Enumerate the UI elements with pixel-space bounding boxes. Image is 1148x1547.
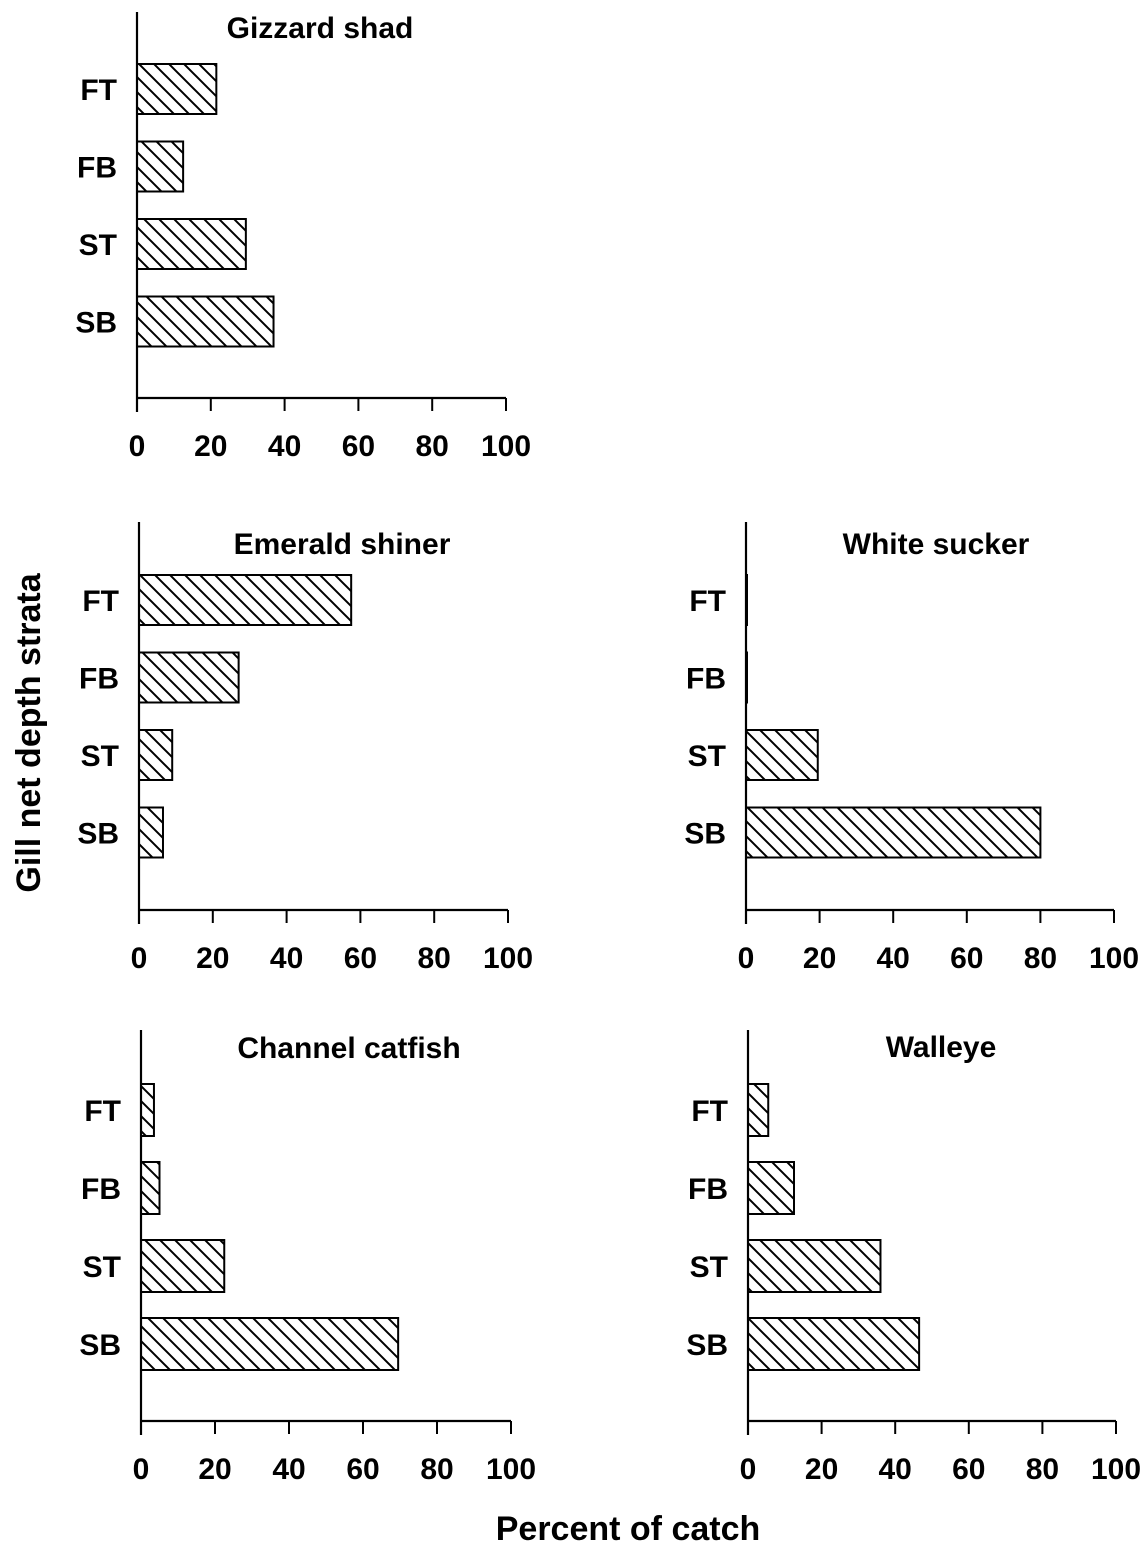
bar-ft — [140, 1083, 155, 1137]
x-tick-label: 80 — [416, 430, 449, 463]
panel-title: Gizzard shad — [227, 12, 414, 45]
panel-title: White sucker — [843, 528, 1030, 561]
category-label: SB — [79, 1329, 121, 1362]
category-label: SB — [77, 818, 119, 851]
panel-emerald-shiner: Emerald shiner FT FB ST SB 0 20 40 60 80 100 — [77, 522, 533, 975]
bar-ft — [136, 63, 218, 115]
panel-title: Walleye — [886, 1031, 997, 1064]
bar-ft — [747, 1083, 770, 1137]
bar-st — [747, 1239, 882, 1293]
x-tick-label: 0 — [129, 430, 146, 463]
x-tick-label: 40 — [268, 430, 301, 463]
bar-fb — [140, 1161, 161, 1215]
category-label: ST — [688, 740, 726, 773]
bar-sb — [140, 1317, 400, 1371]
x-tick-label: 100 — [483, 942, 533, 975]
x-tick-label: 40 — [877, 942, 910, 975]
x-tick-label: 0 — [131, 942, 148, 975]
bar-fb — [138, 651, 240, 704]
x-tick-label: 80 — [1026, 1453, 1059, 1486]
panel-gizzard-shad: Gizzard shad FT FB ST SB 0 20 40 60 80 100 — [75, 12, 531, 463]
bar-st — [138, 729, 174, 781]
bar-sb — [136, 295, 275, 348]
bar-sb — [745, 806, 1042, 859]
x-tick-label: 80 — [418, 942, 451, 975]
panel-white-sucker: White sucker FT FB ST SB 0 20 40 60 80 100 — [684, 522, 1139, 975]
x-tick-label: 100 — [486, 1453, 536, 1486]
x-tick-label: 100 — [481, 430, 531, 463]
category-label: FT — [84, 1095, 121, 1128]
x-tick-label: 60 — [346, 1453, 379, 1486]
category-label: FT — [689, 585, 726, 618]
bar-ft — [138, 574, 353, 626]
category-label: FB — [79, 663, 119, 696]
bar-st — [136, 218, 247, 270]
x-tick-label: 60 — [950, 942, 983, 975]
category-label: SB — [686, 1329, 728, 1362]
bar-fb — [747, 1161, 795, 1215]
category-label: FT — [691, 1095, 728, 1128]
x-tick-label: 100 — [1091, 1453, 1141, 1486]
x-tick-label: 0 — [738, 942, 755, 975]
category-label: FT — [82, 585, 119, 618]
panel-title: Emerald shiner — [234, 528, 451, 561]
panel-channel-catfish: Channel catfish FT FB ST SB 0 20 40 60 80 100 — [79, 1030, 536, 1486]
x-tick-label: 60 — [344, 942, 377, 975]
x-tick-label: 60 — [952, 1453, 985, 1486]
category-label: FB — [688, 1173, 728, 1206]
x-tick-label: 0 — [740, 1453, 757, 1486]
category-label: SB — [684, 818, 726, 851]
x-tick-label: 20 — [196, 942, 229, 975]
bar-sb — [138, 806, 164, 859]
category-label: ST — [79, 229, 117, 262]
x-axis-title: Percent of catch — [496, 1510, 761, 1547]
x-tick-label: 40 — [879, 1453, 912, 1486]
panel-walleye: Walleye FT FB ST SB 0 20 40 60 80 100 — [686, 1030, 1141, 1486]
bar-st — [745, 729, 819, 781]
bar-fb — [136, 140, 185, 193]
x-tick-label: 60 — [342, 430, 375, 463]
category-label: FB — [686, 663, 726, 696]
category-label: SB — [75, 307, 117, 340]
category-label: ST — [83, 1251, 121, 1284]
x-tick-label: 100 — [1089, 942, 1139, 975]
x-tick-label: 0 — [133, 1453, 150, 1486]
bar-st — [140, 1239, 226, 1293]
x-tick-label: 20 — [194, 430, 227, 463]
x-tick-label: 40 — [270, 942, 303, 975]
y-axis-title: Gill net depth strata — [10, 572, 48, 892]
x-tick-label: 20 — [803, 942, 836, 975]
x-tick-label: 40 — [272, 1453, 305, 1486]
x-tick-label: 20 — [805, 1453, 838, 1486]
bar-sb — [747, 1317, 921, 1371]
x-tick-label: 20 — [198, 1453, 231, 1486]
category-label: ST — [81, 740, 119, 773]
category-label: ST — [690, 1251, 728, 1284]
category-label: FT — [80, 74, 117, 107]
category-label: FB — [77, 152, 117, 185]
category-label: FB — [81, 1173, 121, 1206]
x-tick-label: 80 — [1024, 942, 1057, 975]
panel-title: Channel catfish — [237, 1032, 460, 1065]
x-tick-label: 80 — [420, 1453, 453, 1486]
